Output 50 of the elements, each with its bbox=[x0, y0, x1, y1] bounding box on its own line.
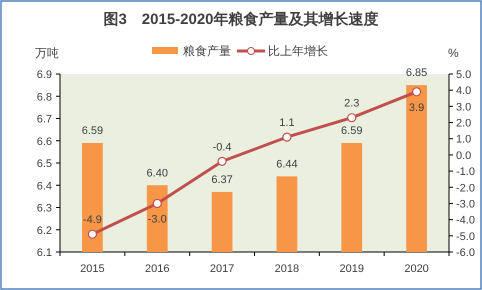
y-tick-label: 6.9 bbox=[36, 69, 52, 81]
y2-tick-label: 3.0 bbox=[456, 101, 472, 114]
y-tick-label: 6.5 bbox=[36, 158, 52, 170]
data-label: 1.1 bbox=[279, 117, 295, 130]
y-tick-label: 6.7 bbox=[36, 114, 52, 126]
y-tick-label: 6.6 bbox=[36, 136, 52, 148]
y-tick-label: 6.2 bbox=[36, 224, 52, 237]
legend-label: 比上年增长 bbox=[268, 44, 328, 58]
y2-tick-label: 0.0 bbox=[456, 150, 472, 162]
data-label: 6.85 bbox=[406, 67, 428, 80]
x-tick-label: 2015 bbox=[80, 263, 105, 275]
data-label: -0.4 bbox=[212, 141, 232, 154]
x-tick-label: 2020 bbox=[404, 263, 429, 275]
y-tick-label: 6.1 bbox=[36, 247, 52, 259]
data-label: 6.59 bbox=[82, 124, 104, 137]
y2-tick-label: 1.0 bbox=[456, 134, 472, 146]
y-tick-label: 6.4 bbox=[36, 180, 52, 192]
y2-tick-label: -5.0 bbox=[456, 230, 475, 243]
point bbox=[217, 156, 227, 166]
y2-tick-label: -2.0 bbox=[456, 182, 475, 194]
y2-axis-title: % bbox=[448, 46, 459, 60]
data-label: -4.9 bbox=[82, 214, 102, 226]
point bbox=[88, 230, 98, 239]
y2-tick-label: -3.0 bbox=[456, 198, 475, 210]
data-label: 6.37 bbox=[211, 174, 233, 186]
y-tick-label: 6.3 bbox=[36, 202, 52, 214]
y2-tick-label: 4.0 bbox=[456, 85, 472, 98]
y2-tick-label: -4.0 bbox=[456, 214, 475, 227]
point bbox=[412, 87, 422, 96]
point bbox=[347, 113, 356, 122]
y2-tick-label: -1.0 bbox=[456, 166, 475, 178]
x-tick-label: 2016 bbox=[145, 263, 170, 275]
x-tick-label: 2018 bbox=[274, 263, 300, 275]
data-label: 3.9 bbox=[408, 102, 424, 114]
x-tick-label: 2017 bbox=[210, 263, 234, 275]
y-tick-label: 6.8 bbox=[36, 91, 52, 104]
chart-title: 图3 2015-2020年粮食产量及其增长速度 bbox=[103, 10, 379, 28]
y2-tick-label: 2.0 bbox=[456, 118, 472, 130]
y2-tick-label: 5.0 bbox=[456, 69, 472, 81]
y2-tick-label: -6.0 bbox=[456, 247, 475, 259]
x-tick-label: 2019 bbox=[340, 263, 364, 275]
data-label: 6.40 bbox=[146, 167, 168, 180]
data-label: 6.44 bbox=[276, 158, 298, 170]
legend-label: 粮食产量 bbox=[183, 44, 231, 58]
data-label: 6.59 bbox=[341, 124, 362, 137]
data-label: 2.3 bbox=[344, 98, 360, 110]
point bbox=[152, 198, 162, 208]
point bbox=[282, 132, 292, 142]
y-axis-title: 万吨 bbox=[35, 46, 59, 60]
data-label: -3.0 bbox=[148, 213, 167, 226]
